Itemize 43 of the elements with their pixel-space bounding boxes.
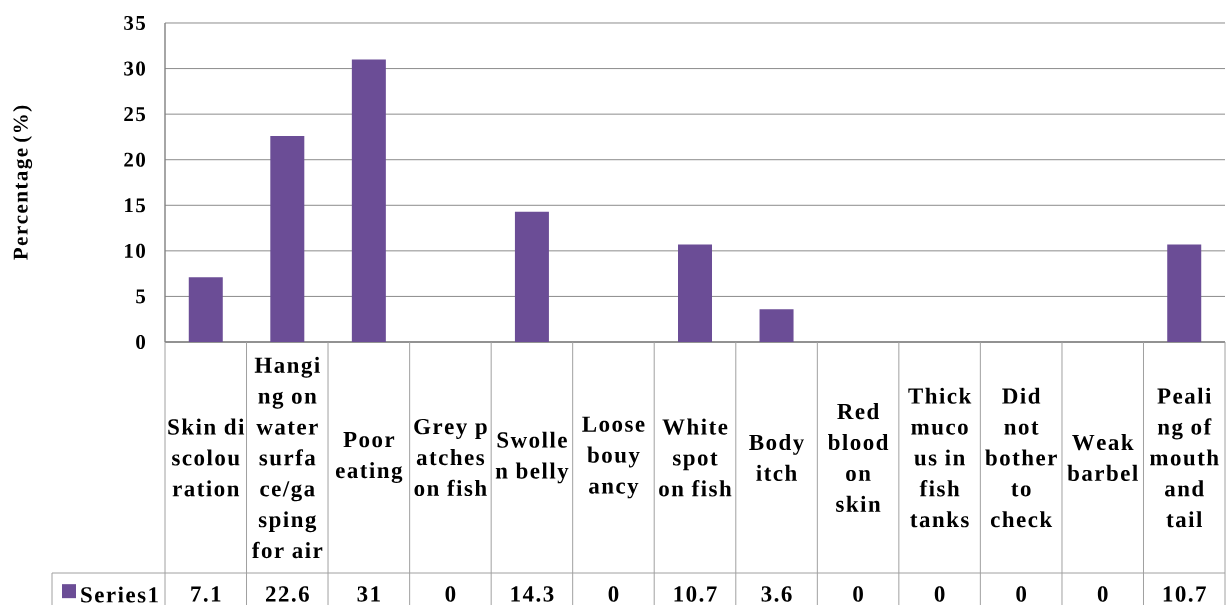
x-tick-label: Weak barbel	[1067, 433, 1138, 481]
data-label: 0	[853, 586, 863, 602]
data-label: 0	[445, 586, 456, 602]
bar	[678, 244, 712, 342]
data-label: 7.1	[191, 586, 221, 602]
bar	[1167, 244, 1202, 342]
x-tick-label: Red blood on skin	[827, 403, 889, 512]
bar	[270, 136, 305, 342]
data-label: 31	[357, 586, 380, 602]
bar	[514, 211, 549, 342]
x-tick-label: Swollen belly	[495, 431, 569, 484]
data-label: 0	[1097, 586, 1108, 602]
x-tick-label: Body itch	[749, 433, 805, 481]
data-label: 14.3	[511, 586, 554, 602]
data-label: 3.6	[761, 586, 792, 602]
data-label: 0	[608, 586, 619, 602]
y-tick-label: 5	[136, 289, 146, 304]
x-tick-label: Loose bouyancy	[582, 416, 645, 499]
x-tick-label: Grey patches on fish	[414, 418, 487, 497]
x-tick-label: Thick mucous in fish tanks	[908, 387, 972, 528]
data-label: 10.7	[1163, 586, 1206, 602]
bar	[188, 277, 223, 342]
data-label: 0	[1016, 586, 1027, 602]
y-axis-title: Percentage (%)	[12, 105, 33, 260]
y-tick-label: 30	[124, 61, 145, 76]
x-tick-label: Poor eating	[335, 432, 403, 483]
y-tick-label: 25	[124, 107, 146, 122]
x-tick-label: Skin discolouration	[168, 418, 245, 497]
y-tick-label: 15	[125, 198, 146, 213]
y-tick-label: 20	[124, 152, 145, 167]
x-tick-label: White spot on fish	[659, 418, 732, 497]
legend-label: Series1	[81, 586, 158, 603]
x-tick-label: Did not bother to check	[985, 387, 1057, 528]
y-tick-label: 10	[125, 243, 145, 258]
x-tick-label: Hanging on water surface/gasping for air	[252, 356, 323, 559]
bar	[759, 309, 794, 342]
data-label: 0	[934, 586, 945, 602]
y-tick-label: 0	[136, 334, 146, 350]
data-label: 10.7	[674, 586, 717, 602]
bar	[351, 59, 386, 342]
y-tick-label: 35	[124, 15, 146, 31]
data-label: 22.6	[265, 586, 309, 602]
x-tick-label: Pealing of mouth and tail	[1150, 387, 1219, 528]
